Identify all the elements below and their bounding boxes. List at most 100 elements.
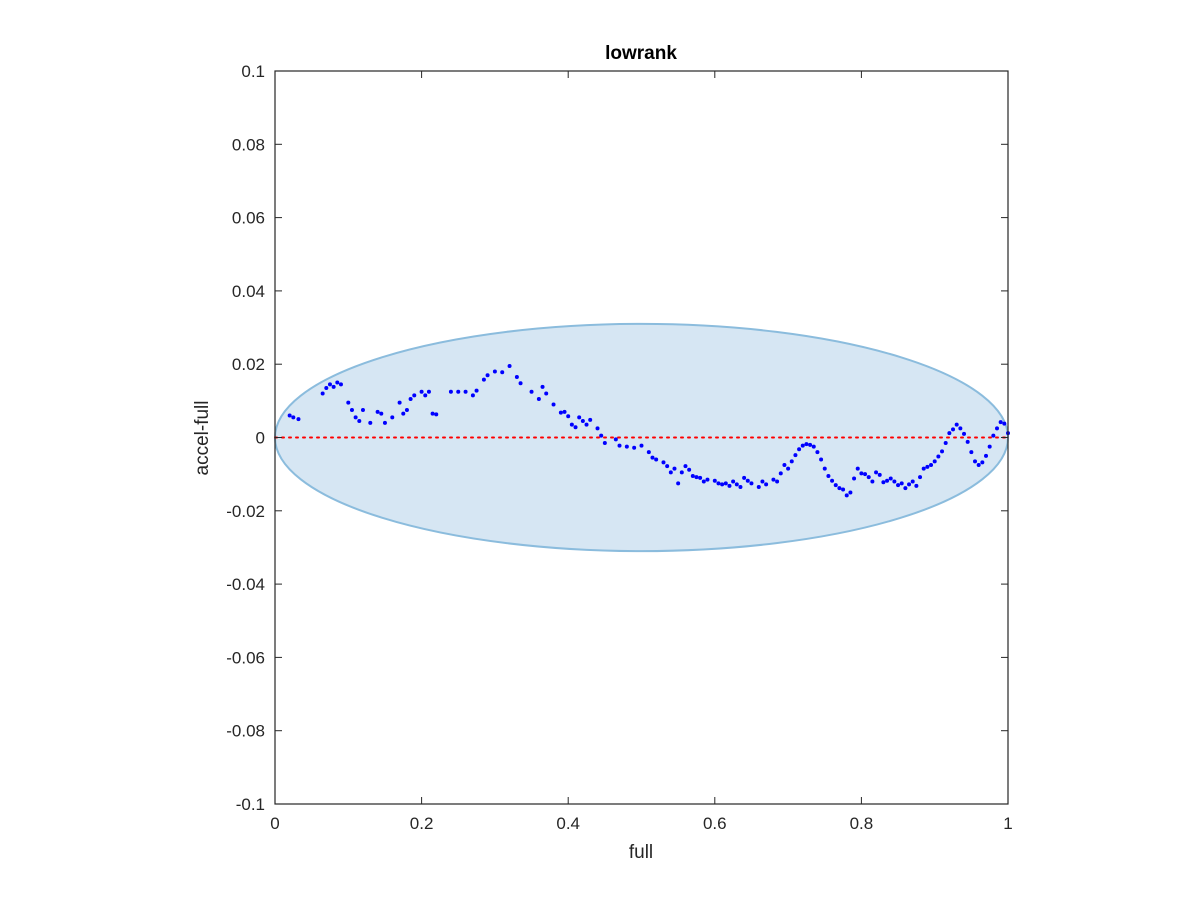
- data-point: [584, 422, 589, 427]
- y-tick-label: -0.1: [236, 795, 265, 814]
- data-point: [929, 462, 934, 467]
- data-point: [375, 409, 380, 414]
- y-tick-label: -0.08: [226, 722, 265, 741]
- data-point: [434, 412, 439, 417]
- data-point: [338, 382, 343, 387]
- data-point: [617, 443, 622, 448]
- data-point: [676, 481, 681, 486]
- data-point: [731, 479, 736, 484]
- data-point: [327, 382, 332, 387]
- data-point: [448, 389, 453, 394]
- data-point: [760, 479, 765, 484]
- data-point: [870, 479, 875, 484]
- data-point: [841, 487, 846, 492]
- data-point: [808, 442, 813, 447]
- data-point: [1002, 421, 1007, 426]
- data-point: [742, 475, 747, 480]
- data-point: [896, 483, 901, 488]
- data-point: [830, 478, 835, 483]
- data-point: [874, 470, 879, 475]
- data-point: [419, 389, 424, 394]
- data-point: [910, 479, 915, 484]
- data-point: [918, 475, 923, 480]
- data-point: [863, 472, 868, 477]
- data-point: [804, 442, 809, 447]
- data-point: [859, 471, 864, 476]
- x-axis-label: full: [629, 842, 653, 863]
- data-point: [998, 420, 1003, 425]
- data-point: [819, 457, 824, 462]
- data-point: [426, 389, 431, 394]
- x-tick-label: 0.8: [850, 814, 874, 833]
- data-point: [745, 478, 750, 483]
- data-point: [833, 483, 838, 488]
- data-point: [423, 393, 428, 398]
- data-point: [947, 431, 952, 436]
- data-point: [976, 462, 981, 467]
- data-point: [470, 393, 475, 398]
- data-point: [296, 417, 301, 422]
- data-point: [852, 476, 857, 481]
- data-point: [815, 450, 820, 455]
- data-point: [980, 460, 985, 465]
- data-point: [936, 454, 941, 459]
- data-point: [382, 420, 387, 425]
- data-point: [569, 422, 574, 427]
- y-tick-label: 0: [256, 429, 265, 448]
- data-point: [716, 481, 721, 486]
- data-point: [756, 484, 761, 489]
- data-point: [885, 478, 890, 483]
- data-point: [943, 440, 948, 445]
- data-point: [632, 445, 637, 450]
- data-point: [855, 466, 860, 471]
- data-point: [412, 393, 417, 398]
- data-point: [518, 381, 523, 386]
- y-tick-label: 0.08: [232, 135, 265, 154]
- data-point: [925, 464, 930, 469]
- data-point: [353, 415, 358, 420]
- data-point: [639, 443, 644, 448]
- data-point: [800, 443, 805, 448]
- data-point: [690, 473, 695, 478]
- data-point: [701, 479, 706, 484]
- data-point: [360, 408, 365, 413]
- data-point: [793, 453, 798, 458]
- y-tick-label: 0.06: [232, 209, 265, 228]
- data-point: [562, 409, 567, 414]
- data-point: [335, 380, 340, 385]
- data-point: [848, 490, 853, 495]
- data-point: [536, 397, 541, 402]
- data-point: [789, 459, 794, 464]
- data-point: [500, 370, 505, 375]
- data-point: [646, 450, 651, 455]
- y-axis-label: accel-full: [192, 401, 213, 476]
- data-point: [654, 457, 659, 462]
- data-point: [940, 449, 945, 454]
- data-point: [888, 476, 893, 481]
- chart-title: lowrank: [605, 43, 677, 64]
- data-point: [720, 482, 725, 487]
- data-point: [958, 426, 963, 431]
- data-point: [544, 391, 549, 396]
- data-point: [892, 479, 897, 484]
- data-point: [331, 384, 336, 389]
- y-tick-label: 0.04: [232, 282, 265, 301]
- data-point: [672, 466, 677, 471]
- data-point: [599, 433, 604, 438]
- data-point: [540, 384, 545, 389]
- data-point: [782, 462, 787, 467]
- data-point: [679, 470, 684, 475]
- data-point: [954, 422, 959, 427]
- data-point: [775, 479, 780, 484]
- data-point: [987, 444, 992, 449]
- data-point: [580, 419, 585, 424]
- data-point: [951, 427, 956, 432]
- data-point: [984, 453, 989, 458]
- y-tick-label: -0.06: [226, 648, 265, 667]
- data-point: [734, 482, 739, 487]
- data-point: [474, 388, 479, 393]
- data-point: [771, 477, 776, 482]
- data-point: [687, 467, 692, 472]
- data-point: [962, 431, 967, 436]
- y-tick-label: -0.02: [226, 502, 265, 521]
